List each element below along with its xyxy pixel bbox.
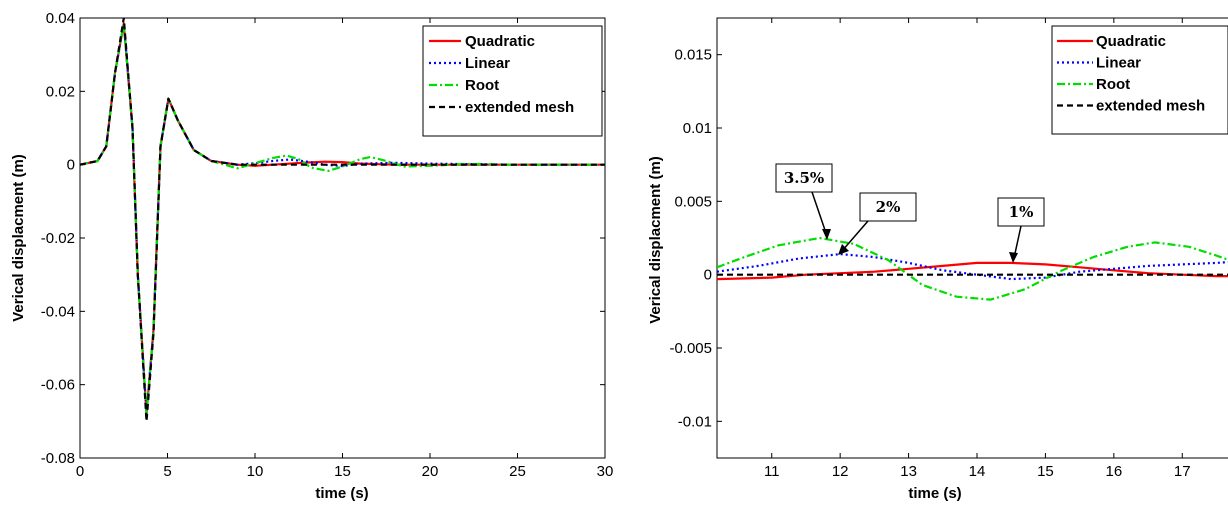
x-tick-label: 0	[76, 463, 84, 480]
series-line-root	[717, 236, 1228, 301]
x-tick-label: 20	[422, 463, 439, 480]
right-x-axis-label: time (s)	[908, 485, 961, 502]
right-series-group	[717, 236, 1228, 301]
x-tick-label: 13	[900, 463, 917, 480]
annotation-box	[997, 197, 1045, 227]
right-y-ticks: 0.015 0.01 0.005 0 -0.005 -0.01	[669, 47, 722, 430]
x-tick-label: 10	[247, 463, 264, 480]
y-tick-label: 0.01	[683, 120, 712, 137]
y-tick-label: 0.015	[674, 47, 712, 64]
legend-label: extended mesh	[1096, 98, 1205, 115]
x-tick-label: 5	[163, 463, 171, 480]
y-tick-label: -0.005	[669, 340, 712, 357]
y-tick-label: 0.02	[46, 83, 75, 100]
left-y-ticks: 0.04 0.02 0 -0.02 -0.04 -0.06 -0.08	[41, 10, 605, 467]
annotation-arrow	[1013, 225, 1022, 259]
right-chart: 11 12 13 14 15 16 17 0.015 0.01 0.005 0 -0.005 -0.0…	[647, 17, 1228, 502]
left-x-ticks: 0 5 10 15 20 25 30	[76, 18, 614, 480]
x-tick-label: 30	[597, 463, 614, 480]
y-tick-label: -0.06	[41, 377, 75, 394]
y-tick-label: 0	[704, 267, 712, 284]
left-chart: 0 5 10 15 20 25 30 0.04 0.02 0 -0.02 -0.04 -0.06 -0.…	[10, 10, 613, 502]
left-series-group	[80, 18, 605, 423]
x-tick-label: 17	[1174, 463, 1191, 480]
y-tick-label: 0.005	[674, 193, 712, 210]
right-y-axis-label: Verical displacment (m)	[647, 156, 664, 324]
x-tick-label: 11	[764, 463, 780, 480]
x-tick-label: 16	[1105, 463, 1122, 480]
right-legend-box	[1051, 25, 1228, 135]
right-legend: Quadratic Linear Root extended mesh	[1051, 25, 1228, 135]
legend-label: Root	[1096, 76, 1130, 93]
y-tick-label: -0.08	[41, 450, 75, 467]
left-y-axis-label: Verical displacment (m)	[10, 154, 27, 322]
series-line-linear	[717, 253, 1228, 281]
right-x-ticks: 11 12 13 14 15 16 17	[764, 18, 1191, 480]
y-tick-label: -0.01	[678, 413, 712, 430]
left-legend-box	[422, 25, 603, 137]
legend-label: Linear	[465, 55, 510, 72]
annotation-3-5-percent: 3.5%	[775, 163, 833, 240]
legend-label: Quadratic	[465, 33, 535, 50]
annotation-label: 1%	[1009, 203, 1034, 221]
annotation-arrowhead	[1009, 252, 1018, 263]
annotation-box	[859, 192, 917, 222]
y-tick-label: 0.04	[46, 10, 75, 27]
annotation-arrow	[841, 220, 869, 252]
y-tick-label: -0.02	[41, 230, 75, 247]
left-x-axis-label: time (s)	[315, 485, 368, 502]
left-legend: Quadratic Linear Root extended mesh	[422, 25, 603, 137]
x-tick-label: 14	[969, 463, 986, 480]
annotation-label: 2%	[876, 198, 901, 216]
annotation-1-percent: 1%	[997, 197, 1045, 263]
annotation-arrowhead	[822, 229, 831, 240]
series-line-extended-mesh	[80, 18, 605, 423]
x-tick-label: 15	[1037, 463, 1054, 480]
annotation-label: 3.5%	[784, 169, 824, 187]
legend-label: Linear	[1096, 55, 1141, 72]
annotation-arrowhead	[838, 244, 849, 255]
annotation-2-percent: 2%	[838, 192, 917, 255]
x-tick-label: 12	[832, 463, 849, 480]
x-tick-label: 25	[509, 463, 526, 480]
series-line-quadratic	[717, 261, 1228, 281]
legend-label: Quadratic	[1096, 33, 1166, 50]
y-tick-label: 0	[67, 157, 75, 174]
legend-label: Root	[465, 77, 499, 94]
legend-label: extended mesh	[465, 99, 574, 116]
x-tick-label: 15	[334, 463, 351, 480]
annotation-box	[775, 163, 833, 193]
annotation-arrow	[811, 191, 828, 237]
y-tick-label: -0.04	[41, 303, 75, 320]
